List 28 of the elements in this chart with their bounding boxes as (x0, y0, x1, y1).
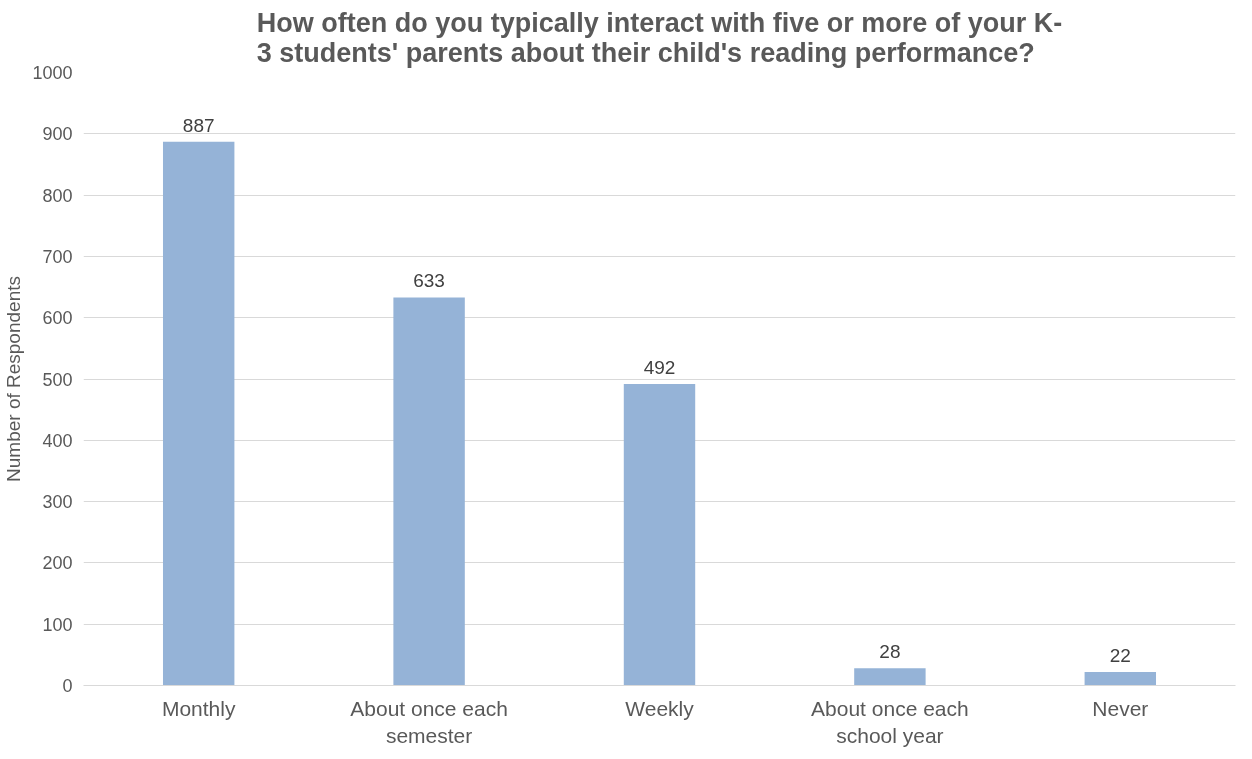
x-tick-label: Monthly (161, 696, 236, 720)
x-tick-label: About once each semester (350, 696, 508, 748)
data-label: 492 (643, 356, 676, 378)
y-tick-label: 800 (42, 185, 73, 206)
y-tick-label: 600 (42, 308, 73, 329)
bar (623, 383, 696, 686)
bar (854, 668, 926, 686)
y-tick-label: 900 (42, 124, 73, 145)
y-tick-label: 0 (62, 676, 73, 696)
y-tick-label: 200 (42, 553, 73, 574)
y-tick-label: 700 (42, 246, 73, 267)
bar (162, 141, 235, 686)
bar (393, 297, 465, 686)
x-tick-label: Never (1092, 696, 1149, 720)
y-tick-label: 500 (42, 369, 73, 390)
data-label: 22 (1109, 645, 1131, 667)
y-tick-label: 300 (42, 492, 73, 513)
chart-title: How often do you typically interact with five or more of your K- 3 students' parents about their child's reading performance? (256, 7, 1063, 68)
data-label: 633 (413, 270, 445, 292)
data-label: 28 (879, 641, 901, 663)
y-tick-label: 1000 (32, 63, 73, 83)
x-tick-label: Weekly (625, 696, 695, 720)
y-tick-label: 400 (42, 430, 73, 451)
data-label: 887 (182, 114, 215, 136)
bar (1084, 672, 1157, 686)
y-axis-title: Number of Respondents (3, 276, 25, 482)
y-tick-label: 100 (42, 614, 73, 635)
x-tick-label: About once each school year (811, 696, 969, 748)
